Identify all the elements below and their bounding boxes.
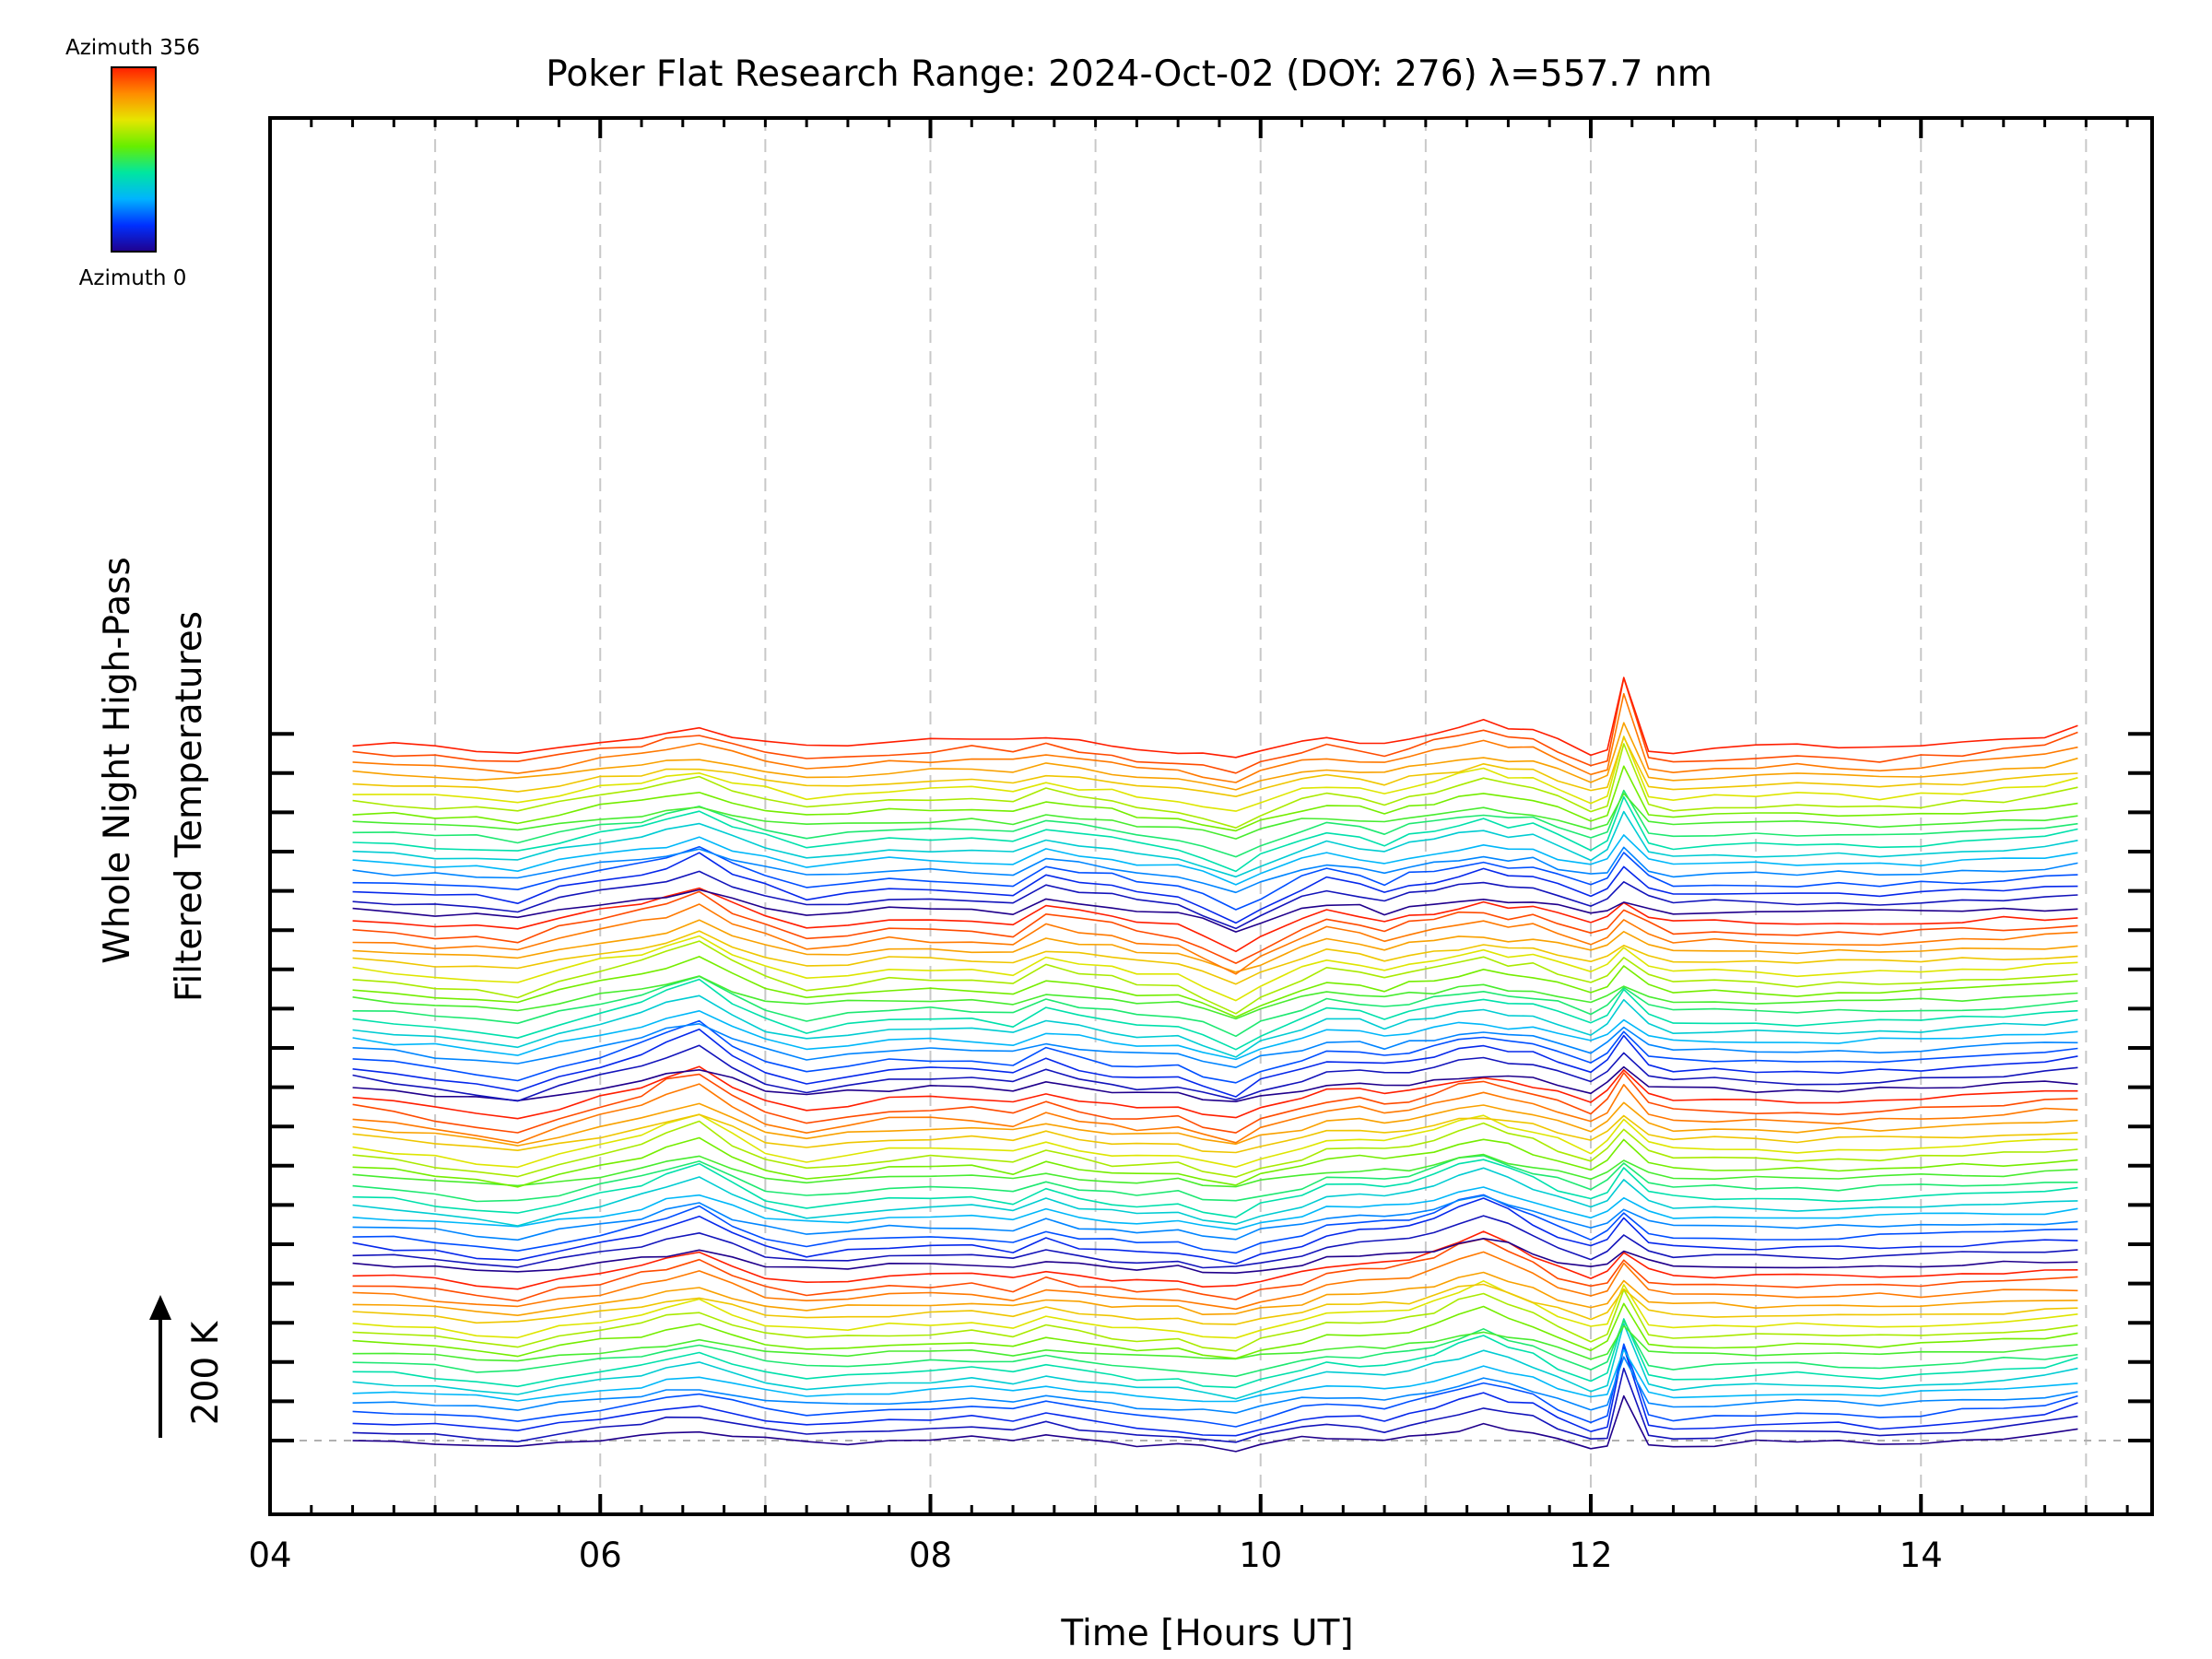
x-tick-label: 10 [1239,1535,1282,1575]
series-line [352,1159,2078,1218]
series-line [352,1023,2078,1068]
series-line [352,1346,2078,1437]
series-line [352,1343,2078,1428]
series-line [352,1065,2078,1120]
plot-frame [268,116,2154,1516]
series-line [352,1065,2078,1102]
scale-indicator: 200 K [149,1295,227,1438]
series-line [352,1238,2078,1302]
colorbar-gradient [111,66,157,253]
series-line [352,834,2078,886]
series-line [352,1271,2078,1316]
x-tick-label: 06 [579,1535,622,1575]
series-line [352,1083,2078,1144]
scale-arrow-head [149,1295,171,1320]
series-line [352,692,2078,783]
series-line [352,1120,2078,1178]
series-line [352,1348,2078,1403]
series-line [352,935,2078,1002]
series-group [352,677,2078,1453]
y-axis-title-line-1: Whole Night High-Pass [97,557,138,964]
series-line [352,1194,2078,1253]
series-line [352,940,2078,1015]
series-line [352,1288,2078,1352]
series-line [352,1072,2078,1134]
x-tick-label: 04 [248,1535,291,1575]
series-line [352,919,2078,973]
series-line [352,846,2078,894]
series-line [352,1194,2078,1241]
series-line [352,795,2078,873]
series-line [352,1323,2078,1400]
x-tick-label: 14 [1900,1535,1943,1575]
x-tick-label: 12 [1569,1535,1612,1575]
series-line [352,1324,2078,1362]
series-line [352,975,2078,1038]
series-line [352,789,2078,858]
series-line [352,743,2078,830]
series-line [352,1302,2078,1359]
series-line [352,1394,2078,1453]
series-line [352,1230,2078,1290]
series-line [352,1029,2078,1098]
series-line [352,1101,2078,1147]
series-line [352,735,2078,812]
series-line [352,1010,2078,1061]
series-line [352,1113,2078,1154]
series-line [352,1155,2078,1203]
series-line [352,845,2078,911]
series-line [352,1136,2078,1188]
series-line [352,793,2078,840]
series-line [352,1044,2078,1102]
axes: 04 06 08 10 12 14 [248,116,2154,1575]
series-line [352,1197,2078,1265]
series-line [352,975,2078,1020]
series-line [352,677,2078,759]
y-axis-title-line-2: Filtered Temperatures [169,611,210,1002]
series-line [352,1153,2078,1188]
series-line [352,1356,2078,1414]
series-line [352,810,2078,878]
series-line [352,956,2078,1018]
series-line [352,1283,2078,1325]
series-line [352,1318,2078,1389]
series-line [352,1280,2078,1339]
series-line [352,994,2078,1058]
series-line [352,736,2078,798]
series-line [352,677,2078,774]
scale-label: 200 K [185,1320,227,1425]
colorbar-min-label: Azimuth 0 [79,266,187,290]
series-line [352,722,2078,791]
series-line [352,852,2078,924]
series-line [352,930,2078,985]
series-line [352,870,2078,930]
series-line [352,1251,2078,1311]
colorbar: Azimuth 356 Azimuth 0 [65,36,200,290]
series-line [352,1319,2078,1378]
series-line [352,903,2078,975]
x-tick-label: 08 [909,1535,952,1575]
series-line [352,1215,2078,1269]
series-line [352,1167,2078,1227]
series-line [352,765,2078,832]
chart-title: Poker Flat Research Range: 2024-Oct-02 (… [546,53,1712,95]
series-line [352,1367,2078,1443]
series-line [352,888,2078,933]
series-line [352,890,2078,964]
series-line [352,887,2078,953]
series-line [352,978,2078,1051]
x-axis-title: Time [Hours UT] [1060,1613,1353,1654]
series-line [352,1186,2078,1230]
colorbar-max-label: Azimuth 356 [65,36,200,60]
series-line [352,1238,2078,1274]
